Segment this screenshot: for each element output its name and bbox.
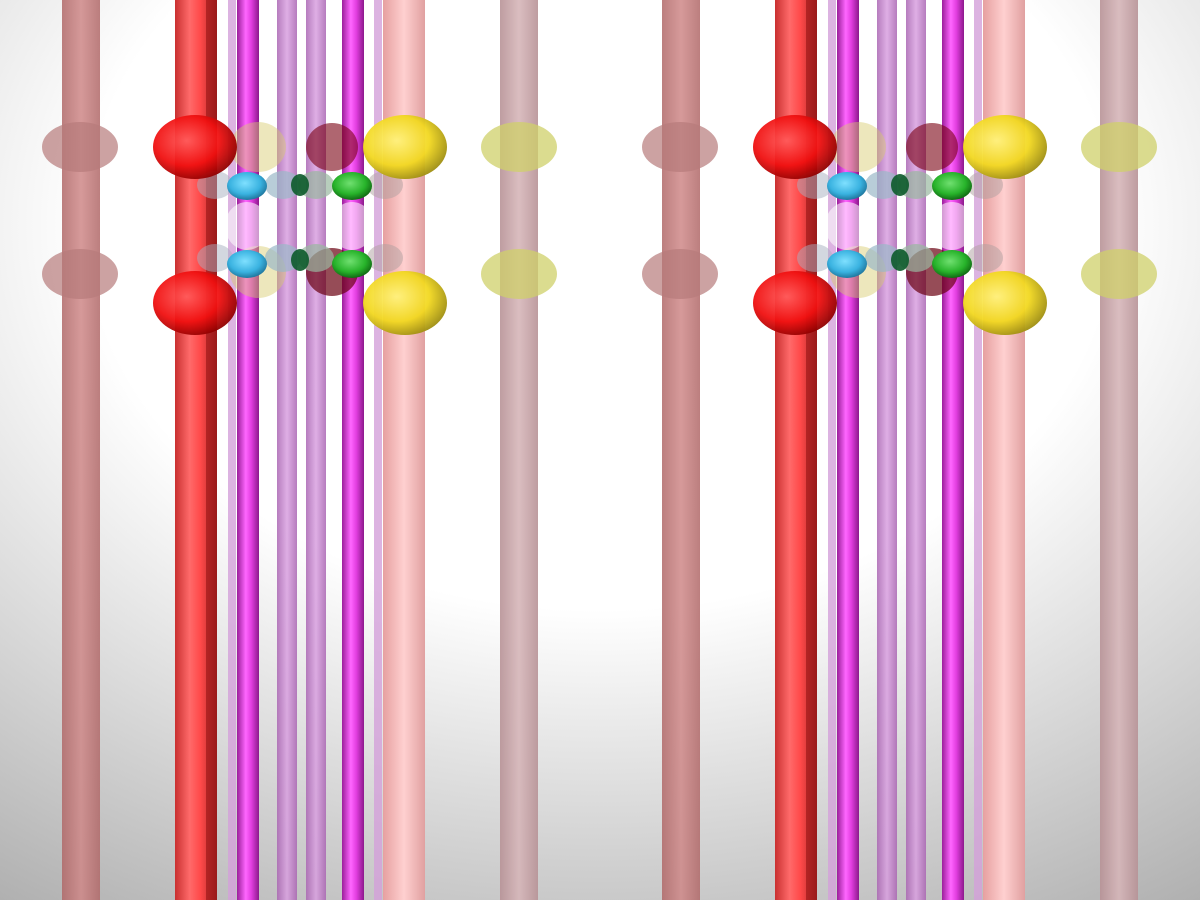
stereo-render-scene (0, 0, 1200, 900)
